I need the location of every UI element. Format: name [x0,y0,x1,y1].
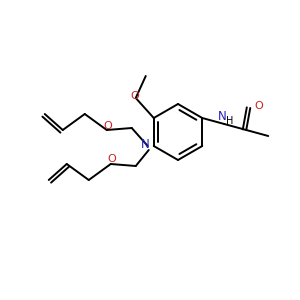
Text: O: O [255,101,264,111]
Text: N: N [218,110,226,122]
Text: O: O [103,121,112,131]
Text: O: O [130,91,139,101]
Text: O: O [107,154,116,164]
Text: H: H [226,116,233,126]
Text: N: N [140,137,149,151]
